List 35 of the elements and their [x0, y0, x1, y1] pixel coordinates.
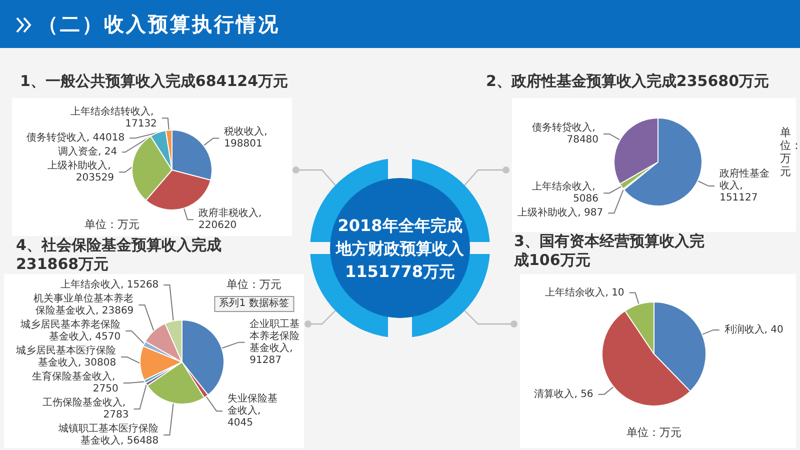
data-label: 利润收入, 40 — [724, 323, 784, 336]
data-label: 上年结余结转收入, 17132 — [70, 106, 157, 130]
data-label: 上级补助收入, 987 — [518, 206, 604, 219]
data-label: 企业职工基本养老保险基金收入, 91287 — [250, 318, 300, 366]
chart-title: 2、政府性基金预算收入完成235680万元 — [486, 72, 770, 90]
data-label: 城乡居民基本医疗保险基金收入, 30808 — [15, 344, 116, 368]
data-label: 城乡居民基本养老保险基金收入, 4570 — [20, 318, 121, 342]
text: （二）收入预算执行情况 — [38, 12, 280, 36]
chart-title: 4、社会保险基金预算收入完成231868万元 — [16, 236, 222, 273]
data-label: 上年结余收入, 15268 — [60, 278, 159, 290]
data-label: 税收收入, 198801 — [224, 126, 271, 150]
data-label: 城镇职工基本医疗保险基金收入, 56488 — [58, 422, 159, 446]
data-label: 机关事业单位基本养老保险基金收入, 23869 — [34, 292, 134, 316]
text: 1151778万元 — [345, 262, 455, 280]
data-label: 债务转贷收入, 78480 — [532, 121, 599, 146]
text: 地方财政预算收入 — [336, 238, 464, 258]
data-label: 失业保险基金收入, 4045 — [228, 392, 278, 429]
text: 单位：万元 — [780, 126, 800, 178]
data-label: 生育保险基金收入, 2750 — [32, 370, 118, 394]
text: 单位：万元 — [626, 426, 682, 439]
data-label: 债务转贷收入, 44018 — [26, 132, 125, 144]
data-label: 清算收入, 56 — [534, 388, 594, 400]
text: 单位：万元 — [226, 278, 282, 291]
data-label: 调入资金, 24 — [58, 146, 118, 158]
chart-title: 1、一般公共预算收入完成684124万元 — [20, 72, 288, 90]
data-label: 政府性基金收入, 151127 — [720, 168, 770, 204]
text: 单位：万元 — [84, 218, 140, 231]
chart-title: 3、国有资本经营预算收入完成106万元 — [514, 232, 704, 269]
data-label: 上级补助收入, 203529 — [48, 160, 114, 184]
data-label: 上年结余收入, 10 — [545, 286, 624, 298]
data-label: 上年结余收入, 5086 — [532, 180, 599, 205]
data-label: 工伤保险基金收入, 2783 — [42, 396, 129, 420]
text: 系列1 数据标签 — [219, 298, 289, 309]
data-label: 政府非税收入, 220620 — [198, 207, 265, 232]
text: 2018年全年完成 — [338, 216, 462, 234]
